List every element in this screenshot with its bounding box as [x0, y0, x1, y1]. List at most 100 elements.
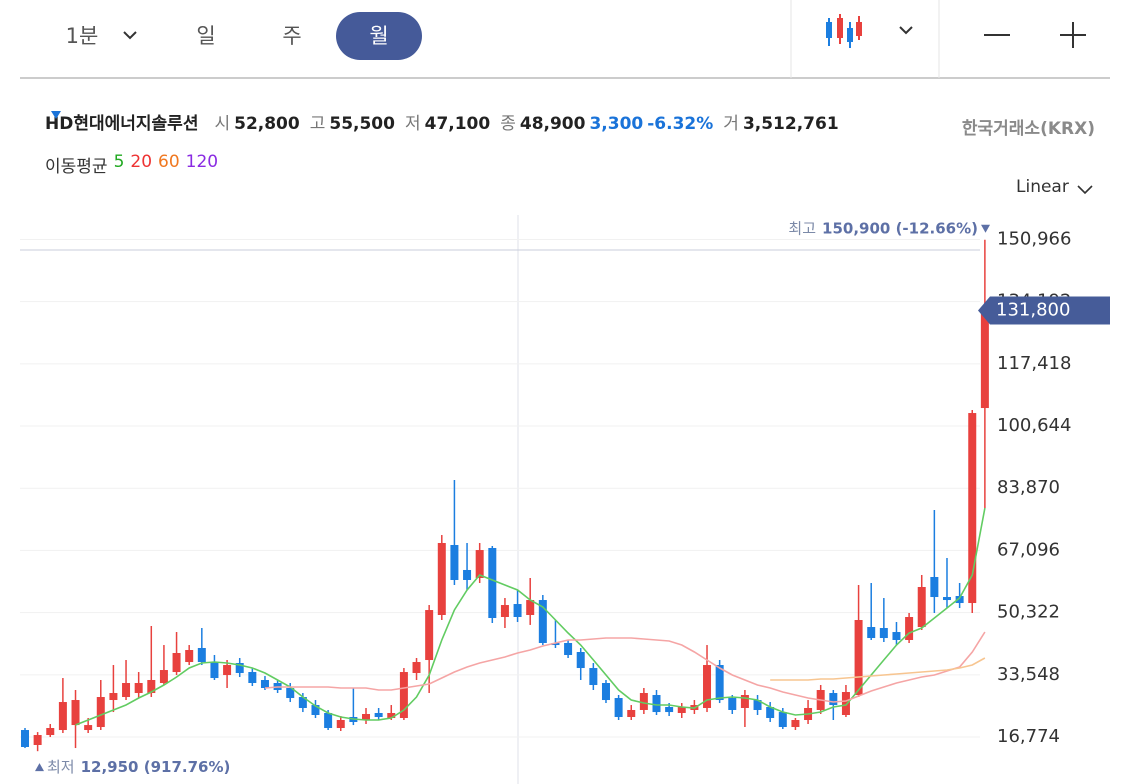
- candle-body: [955, 596, 964, 604]
- candle-body: [841, 692, 850, 715]
- candle-body: [185, 649, 194, 663]
- candle-body: [500, 605, 509, 618]
- chevron[interactable]: [123, 31, 137, 40]
- low-value: 12,950 (917.76%): [81, 758, 231, 776]
- period-tab[interactable]: 월: [336, 12, 422, 60]
- candle-body: [463, 569, 472, 580]
- candle-body: [362, 713, 371, 721]
- candle-body: [260, 679, 269, 689]
- candle-body: [576, 652, 585, 669]
- candle-body: [728, 698, 737, 710]
- candle-body: [159, 670, 168, 683]
- quote-value: 48,900: [519, 114, 586, 134]
- candle-body: [71, 700, 80, 726]
- candle-body: [286, 688, 295, 699]
- scale-select[interactable]: Linear: [1016, 177, 1069, 197]
- candle-body: [766, 706, 775, 719]
- candle-body: [867, 627, 876, 639]
- candle-body: [942, 597, 951, 601]
- quote-label: 종: [500, 114, 516, 134]
- candle-body: [614, 698, 623, 717]
- candle-body: [475, 550, 484, 578]
- legend-entry: 20: [130, 152, 153, 172]
- candle-body: [324, 712, 333, 729]
- moving-average-line: [770, 657, 986, 681]
- exchange: 한국거래소(KRX): [961, 119, 1095, 139]
- high-marker: [981, 224, 990, 233]
- quote-label: 시: [214, 114, 231, 134]
- candle-body: [526, 600, 535, 615]
- candle-body: [488, 547, 497, 619]
- candle-body: [905, 617, 914, 640]
- y-tick-label: 83,870: [997, 477, 1060, 498]
- y-tick-label: 16,774: [997, 726, 1060, 747]
- candle-body: [551, 642, 560, 646]
- legend: 이동평균 5 20 60 120: [45, 152, 218, 177]
- quote-value: 3,512,761: [742, 114, 839, 134]
- period-tab[interactable]: 일: [196, 24, 216, 48]
- candle-body: [147, 679, 156, 694]
- last-price-tag: [978, 296, 1110, 325]
- candle-body: [46, 728, 55, 736]
- candle-body: [829, 693, 838, 706]
- candle-body: [235, 663, 244, 674]
- low-annotation: 최저 12,950 (917.76%): [47, 758, 230, 776]
- quote-value: 55,500: [329, 114, 395, 134]
- chart-type-icon[interactable]: [826, 14, 862, 48]
- candle-body: [677, 706, 686, 713]
- candle-body: [387, 712, 396, 719]
- candle-body: [627, 709, 636, 717]
- chevron[interactable]: [1077, 185, 1093, 195]
- candle-body: [122, 682, 131, 698]
- period-tab[interactable]: 주: [282, 24, 302, 48]
- candle-body: [892, 632, 901, 640]
- candle-body: [538, 600, 547, 643]
- candle-body: [513, 604, 522, 618]
- legend-title: 이동평균: [45, 157, 108, 177]
- candle-body: [21, 730, 29, 747]
- candle-body: [879, 628, 888, 639]
- candle-body: [96, 697, 105, 728]
- chevron[interactable]: [899, 26, 913, 35]
- quote-value: 47,100: [424, 114, 491, 134]
- zoom-in[interactable]: [1060, 22, 1086, 48]
- candle-body: [589, 668, 598, 686]
- candle-body: [311, 705, 320, 715]
- interval-tab[interactable]: 1분: [65, 24, 99, 48]
- candle-body: [374, 712, 383, 717]
- candle-body: [84, 725, 93, 731]
- y-tick-label: 117,418: [997, 353, 1071, 374]
- low-marker: [35, 763, 44, 772]
- candle-body: [854, 620, 863, 696]
- candle-body: [450, 544, 459, 580]
- y-tick-label: 50,322: [997, 602, 1060, 623]
- quote-label: 고: [309, 114, 326, 134]
- candle-body: [223, 665, 232, 676]
- quote-label: 저: [404, 114, 421, 134]
- candle-body: [58, 702, 67, 731]
- quote-label: 거: [723, 114, 739, 134]
- candle-body: [639, 693, 648, 710]
- candle-body: [336, 720, 345, 729]
- candle-body: [399, 672, 408, 719]
- legend-entry: 60: [158, 152, 180, 172]
- change-pct: -6.32%: [647, 114, 714, 134]
- candle-body: [412, 662, 421, 674]
- candle-body: [753, 700, 762, 710]
- quote-value: 52,800: [234, 114, 300, 134]
- candle-body: [564, 642, 573, 656]
- candle-body: [968, 413, 977, 604]
- candle-body: [172, 653, 181, 673]
- candle-body: [425, 610, 434, 661]
- down-arrow: [51, 111, 61, 119]
- candle-body: [134, 682, 143, 694]
- candle-body: [665, 706, 674, 713]
- high-label: 최고: [788, 219, 816, 237]
- candle-body: [917, 587, 926, 628]
- y-tick-label: 100,644: [997, 415, 1071, 436]
- change: 3,300: [589, 114, 644, 134]
- stock-name: HD현대에너지솔루션: [45, 114, 199, 134]
- last-price-label: 131,800: [996, 300, 1070, 321]
- candle-body: [930, 576, 939, 598]
